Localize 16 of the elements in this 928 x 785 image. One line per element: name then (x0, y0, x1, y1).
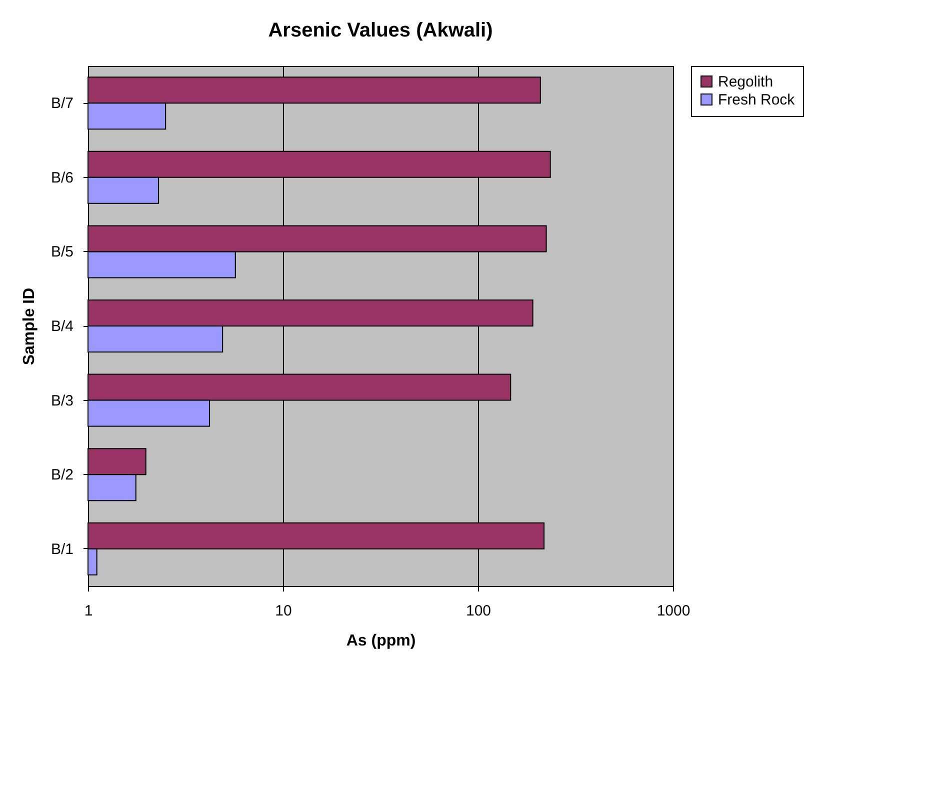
legend-label: Regolith (718, 74, 774, 90)
x-tick-label: 1 (84, 602, 93, 620)
y-tick-label: B/4 (50, 318, 74, 335)
chart-title: Arsenic Values (Akwali) (268, 20, 493, 42)
y-tick-label: B/7 (50, 95, 74, 112)
x-tick-label: 10 (275, 602, 292, 620)
x-axis-title: As (ppm) (346, 632, 416, 650)
x-tick-label: 100 (466, 602, 492, 620)
legend-label: Fresh Rock (718, 92, 796, 108)
y-axis-title: Sample ID (20, 288, 38, 366)
y-tick-label: B/6 (50, 169, 74, 186)
y-tick-label: B/3 (50, 392, 74, 410)
x-tick-label: 1000 (656, 602, 690, 620)
y-tick-label: B/5 (50, 244, 74, 261)
y-tick-label: B/2 (50, 466, 74, 484)
y-tick-label: B/1 (50, 540, 74, 558)
